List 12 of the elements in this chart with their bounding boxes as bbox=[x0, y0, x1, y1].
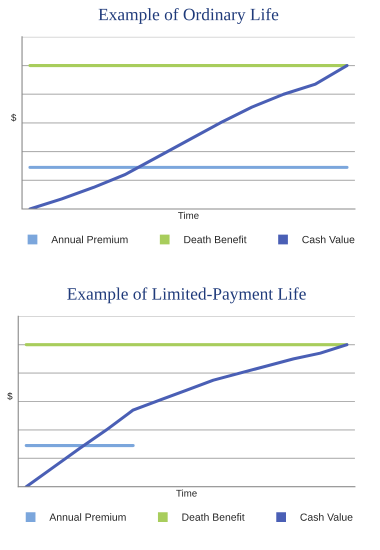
legend-label: Cash Value bbox=[300, 513, 353, 521]
legend-label: Annual Premium bbox=[51, 236, 128, 244]
x-axis-title: Time bbox=[178, 212, 199, 219]
y-axis-title: $ bbox=[11, 114, 16, 122]
legend-label: Death Benefit bbox=[184, 236, 247, 244]
legend-label: Annual Premium bbox=[49, 513, 126, 521]
legend-label: Death Benefit bbox=[182, 513, 245, 521]
chart-title: Example of Ordinary Life bbox=[98, 8, 278, 24]
legend-label: Cash Value bbox=[302, 236, 354, 244]
chart-title: Example of Limited-Payment Life bbox=[67, 287, 306, 304]
y-axis-title: $ bbox=[7, 392, 12, 400]
x-axis-title: Time bbox=[176, 490, 197, 497]
